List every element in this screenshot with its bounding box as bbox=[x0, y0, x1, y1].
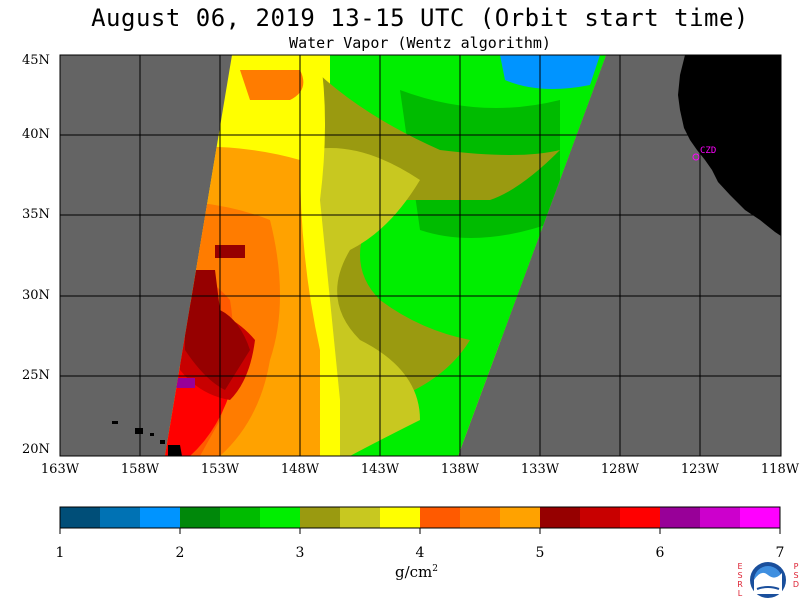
lon-label: 118W bbox=[760, 462, 800, 477]
colorbar-cell bbox=[180, 507, 220, 528]
colorbar-tick-label: 7 bbox=[775, 545, 785, 561]
colorbar-cell bbox=[460, 507, 500, 528]
colorbar-tick-label: 3 bbox=[295, 545, 305, 561]
map-title: August 06, 2019 13-15 UTC (Orbit start t… bbox=[91, 4, 749, 32]
lon-label: 163W bbox=[40, 462, 80, 477]
colorbar-cell bbox=[100, 507, 140, 528]
lon-label: 128W bbox=[600, 462, 640, 477]
colorbar-cell bbox=[620, 507, 660, 528]
colorbar-units: g/cm2 bbox=[395, 563, 438, 581]
lat-label: 40N bbox=[22, 127, 50, 142]
lon-label: 158W bbox=[120, 462, 160, 477]
lon-label: 148W bbox=[280, 462, 320, 477]
colorbar-tick-label: 6 bbox=[655, 545, 665, 561]
lat-label: 20N bbox=[22, 442, 50, 457]
lon-label: 133W bbox=[520, 462, 560, 477]
colorbar-cell bbox=[220, 507, 260, 528]
lat-label: 25N bbox=[22, 368, 50, 383]
colorbar-cell bbox=[740, 507, 780, 528]
lat-label: 35N bbox=[22, 207, 50, 222]
graticule bbox=[59, 54, 782, 457]
hawaii-islands bbox=[112, 421, 182, 456]
units-text: g/cm bbox=[395, 563, 433, 581]
colorbar-tick-label: 5 bbox=[535, 545, 545, 561]
colorbar-cell bbox=[660, 507, 700, 528]
lon-label: 143W bbox=[360, 462, 400, 477]
lon-label: 138W bbox=[440, 462, 480, 477]
lon-label: 123W bbox=[680, 462, 720, 477]
station-label: CZD bbox=[700, 146, 717, 156]
colorbar-cell bbox=[540, 507, 580, 528]
colorbar-cell bbox=[380, 507, 420, 528]
colorbar-tick-label: 1 bbox=[55, 545, 65, 561]
colorbar-cell bbox=[500, 507, 540, 528]
lon-label: 153W bbox=[200, 462, 240, 477]
lat-label: 45N bbox=[22, 53, 50, 68]
colorbar-tick-label: 4 bbox=[415, 545, 425, 561]
units-exponent: 2 bbox=[432, 564, 439, 574]
colorbar-cell bbox=[140, 507, 180, 528]
lat-label: 30N bbox=[22, 288, 50, 303]
colorbar-tick-label: 2 bbox=[175, 545, 185, 561]
colorbar-cell bbox=[700, 507, 740, 528]
colorbar-cell bbox=[60, 507, 100, 528]
colorbar-cell bbox=[260, 507, 300, 528]
station-marker bbox=[692, 153, 700, 161]
map-subtitle: Water Vapor (Wentz algorithm) bbox=[289, 34, 551, 52]
california-coast bbox=[678, 55, 781, 236]
colorbar-ticks bbox=[59, 528, 781, 534]
colorbar bbox=[59, 506, 781, 529]
colorbar-cell bbox=[340, 507, 380, 528]
land-masses bbox=[112, 55, 781, 456]
colorbar-cell bbox=[580, 507, 620, 528]
colorbar-cell bbox=[420, 507, 460, 528]
colorbar-cell bbox=[300, 507, 340, 528]
noaa-emblem-icon bbox=[750, 562, 786, 598]
